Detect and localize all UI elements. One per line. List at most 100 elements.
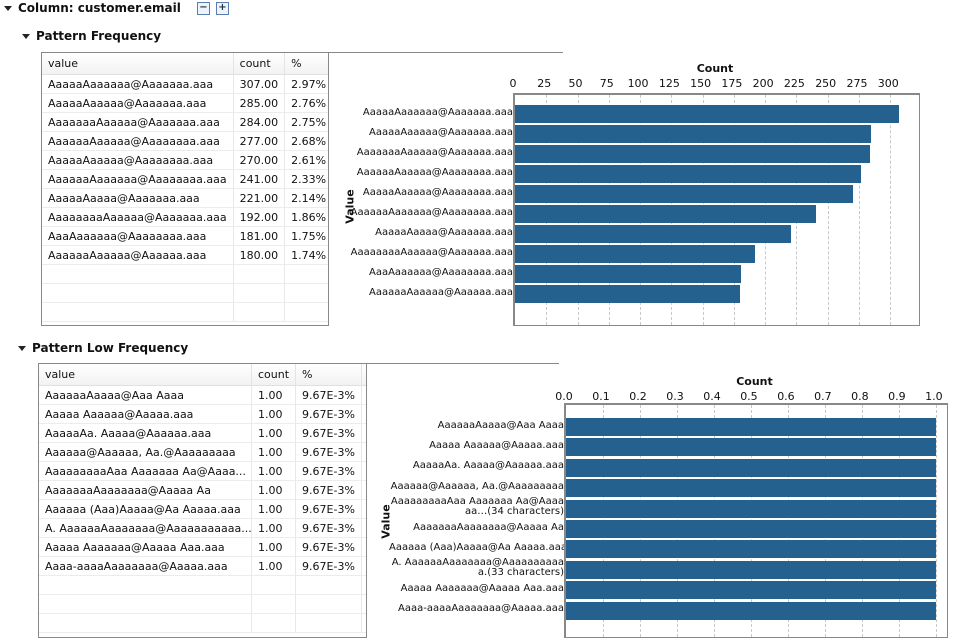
bar[interactable] xyxy=(515,165,862,183)
table-cell: Aaaaa Aaaaaa@Aaaaa.aaa xyxy=(39,404,252,424)
column-header-2[interactable]: % xyxy=(295,364,362,386)
table-row[interactable]: AaaaaaAaaaa@Aaa Aaaa 1.00 9.67E-3% xyxy=(39,385,366,405)
x-tick-label: 0.1 xyxy=(592,390,610,403)
bar[interactable] xyxy=(566,540,936,559)
table-row[interactable]: A. AaaaaaAaaaaaaa@Aaaaaaaaaaa... 1.00 9.67… xyxy=(39,518,366,538)
bar[interactable] xyxy=(566,458,936,477)
table-row[interactable] xyxy=(39,594,366,614)
bar[interactable] xyxy=(566,520,936,538)
table-row[interactable] xyxy=(42,283,328,303)
table-cell-filler xyxy=(361,385,366,405)
collapse-triangle-icon[interactable] xyxy=(22,33,30,39)
category-label: Aaaaaa (Aaa)Aaaaa@Aa Aaaaa.aaa xyxy=(389,541,564,553)
table-cell: 2.33% xyxy=(284,169,328,189)
table-row[interactable]: Aaaaaa@Aaaaaa, Aa.@Aaaaaaaaa 1.00 9.67E-3% xyxy=(39,442,366,462)
table-row[interactable]: AaaaaaaaAaaaaa@Aaaaaaa.aaa 192.00 1.86% xyxy=(42,207,328,227)
table-cell: 9.67E-3% xyxy=(295,556,362,576)
bar[interactable] xyxy=(566,438,936,457)
table-cell: 181.00 xyxy=(233,226,286,246)
bar[interactable] xyxy=(515,185,853,203)
table-row[interactable]: AaaaaaaaaAaa Aaaaaaa Aa@Aaaa... 1.00 9.67E… xyxy=(39,461,366,481)
column-header-1[interactable]: count xyxy=(251,364,297,386)
x-tick-label: 1.0 xyxy=(925,390,943,403)
column-header-0[interactable]: value xyxy=(39,364,252,386)
plus-square-icon[interactable]: + xyxy=(215,1,229,15)
table-cell: 9.67E-3% xyxy=(295,461,362,481)
table-row[interactable] xyxy=(42,302,328,322)
table-header-row: value count% xyxy=(42,53,328,75)
bar[interactable] xyxy=(515,125,872,143)
bar[interactable] xyxy=(515,265,742,283)
column-header-1[interactable]: count xyxy=(233,53,286,75)
pattern-frequency-table[interactable]: value count% AaaaaAaaaaaa@Aaaaaaa.aaa 307.0… xyxy=(41,52,329,326)
category-label: AaaaaAa. Aaaaa@Aaaaaa.aaa xyxy=(412,460,564,472)
table-cell-filler xyxy=(361,499,366,519)
table-row[interactable]: AaaaaAaaaa@Aaaaaaa.aaa 221.00 2.14% xyxy=(42,188,328,208)
table-cell xyxy=(233,302,286,322)
table-cell: 2.75% xyxy=(284,112,328,132)
table-row[interactable]: AaaAaaaaaa@Aaaaaaaa.aaa 181.00 1.75% xyxy=(42,226,328,246)
table-cell: 180.00 xyxy=(233,245,286,265)
minus-square-icon[interactable]: − xyxy=(196,1,210,15)
section-header-pattern-low-frequency[interactable]: Pattern Low Frequency xyxy=(18,341,188,355)
table-row[interactable]: AaaaaAaaaaaa@Aaaaaaa.aaa 307.00 2.97% xyxy=(42,74,328,94)
bar[interactable] xyxy=(515,105,899,123)
table-cell: 192.00 xyxy=(233,207,286,227)
table-cell: 9.67E-3% xyxy=(295,385,362,405)
bar[interactable] xyxy=(566,581,936,600)
pattern-low-frequency-table[interactable]: value count% AaaaaaAaaaa@Aaa Aaaa 1.00 9.67E… xyxy=(38,363,367,638)
table-row[interactable] xyxy=(39,575,366,595)
table-row[interactable]: Aaaa-aaaaAaaaaaaa@Aaaaa.aaa 1.00 9.67E-3% xyxy=(39,556,366,576)
table-row[interactable]: AaaaaaAaaaaaa@Aaaaaaaa.aaa 241.00 2.33% xyxy=(42,169,328,189)
column-header-2[interactable]: % xyxy=(284,53,328,75)
table-row[interactable]: AaaaaAaaaaa@Aaaaaaa.aaa 285.00 2.76% xyxy=(42,93,328,113)
table-row[interactable] xyxy=(39,613,366,633)
table-cell xyxy=(284,283,328,303)
collapse-triangle-icon[interactable] xyxy=(18,345,26,351)
table-row[interactable]: AaaaaAaaaaa@Aaaaaaaa.aaa 270.00 2.61% xyxy=(42,150,328,170)
table-cell: Aaaaaa (Aaa)Aaaaa@Aa Aaaaa.aaa xyxy=(39,499,252,519)
bar[interactable] xyxy=(566,601,936,620)
table-row[interactable]: Aaaaaa (Aaa)Aaaaa@Aa Aaaaa.aaa 1.00 9.67E-… xyxy=(39,499,366,519)
bar[interactable] xyxy=(566,479,936,498)
table-cell: AaaAaaaaaa@Aaaaaaaa.aaa xyxy=(42,226,234,246)
bar[interactable] xyxy=(515,205,817,223)
bar[interactable] xyxy=(566,418,936,436)
plot-area xyxy=(513,93,920,326)
bar[interactable] xyxy=(515,245,756,263)
x-tick-label: 250 xyxy=(815,77,837,90)
column-header-0[interactable]: value xyxy=(42,53,234,75)
table-cell: 1.00 xyxy=(251,404,297,424)
table-row[interactable] xyxy=(42,264,328,284)
category-label: AaaaaaAaaaaaa@Aaaaaaaa.aaa xyxy=(350,206,513,218)
table-cell xyxy=(251,613,297,633)
table-row[interactable]: AaaaaaAaaaaa@Aaaaaa.aaa 180.00 1.74% xyxy=(42,245,328,265)
x-tick-label: 50 xyxy=(568,77,583,90)
x-tick-label: 0.9 xyxy=(888,390,906,403)
plot-area xyxy=(564,403,948,638)
table-cell: 270.00 xyxy=(233,150,286,170)
table-row[interactable]: Aaaaa Aaaaaa@Aaaaa.aaa 1.00 9.67E-3% xyxy=(39,404,366,424)
bar[interactable] xyxy=(515,225,792,243)
category-label: Aaaaaa@Aaaaaa, Aa.@Aaaaaaaaa xyxy=(390,480,564,492)
table-row[interactable]: AaaaaaaAaaaaaaa@Aaaaa Aa 1.00 9.67E-3% xyxy=(39,480,366,500)
bar[interactable] xyxy=(515,285,741,303)
table-cell xyxy=(295,594,362,614)
x-tick-label: 0.8 xyxy=(851,390,869,403)
table-cell-filler xyxy=(361,613,366,633)
table-cell xyxy=(42,283,234,303)
bar[interactable] xyxy=(566,499,936,518)
table-row[interactable]: AaaaaAa. Aaaaa@Aaaaaa.aaa 1.00 9.67E-3% xyxy=(39,423,366,443)
collapse-triangle-icon[interactable] xyxy=(4,5,12,11)
table-row[interactable]: AaaaaaAaaaaa@Aaaaaaaa.aaa 277.00 2.68% xyxy=(42,131,328,151)
table-cell: AaaaaaaaAaaaaa@Aaaaaaa.aaa xyxy=(42,207,234,227)
column-header: Column: customer.email − + xyxy=(4,1,229,15)
bar[interactable] xyxy=(566,560,936,579)
bar[interactable] xyxy=(515,145,871,163)
table-cell-filler xyxy=(361,461,366,481)
table-cell: 1.00 xyxy=(251,442,297,462)
table-row[interactable]: AaaaaaaAaaaaa@Aaaaaaa.aaa 284.00 2.75% xyxy=(42,112,328,132)
category-label: AaaaaaAaaaaa@Aaaaaaaa.aaa xyxy=(356,166,513,178)
table-row[interactable]: Aaaaa Aaaaaaa@Aaaaa Aaa.aaa 1.00 9.67E-3% xyxy=(39,537,366,557)
section-header-pattern-frequency[interactable]: Pattern Frequency xyxy=(22,29,161,43)
